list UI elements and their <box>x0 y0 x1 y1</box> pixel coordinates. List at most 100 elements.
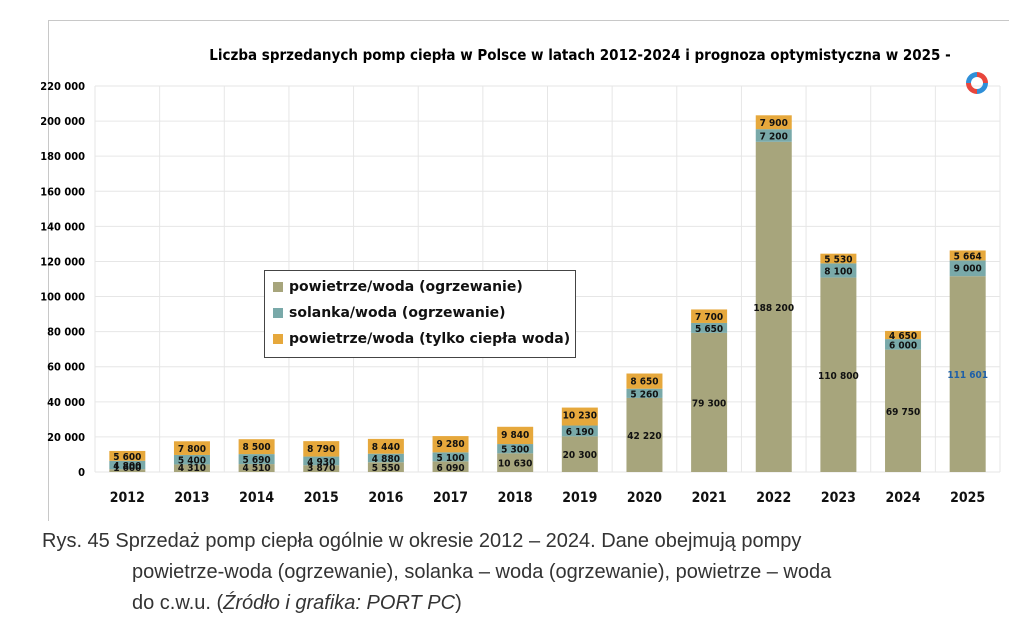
data-label: 110 800 <box>818 371 859 382</box>
bar-segment <box>820 263 857 278</box>
data-label: 7 900 <box>760 118 788 129</box>
bar-segment <box>497 426 534 445</box>
data-label: 5 550 <box>372 463 400 474</box>
data-label: 8 100 <box>824 266 852 277</box>
legend-label: powietrze/woda (tylko ciepła woda) <box>289 331 571 347</box>
stacked-bar-chart: Liczba sprzedanych pomp ciepła w Polsce … <box>40 46 1001 506</box>
x-tick-label: 2019 <box>562 490 597 506</box>
data-label: 7 700 <box>695 312 723 323</box>
y-tick-label: 160 000 <box>40 185 85 198</box>
legend-swatch <box>273 282 283 292</box>
x-tick-label: 2015 <box>304 490 339 506</box>
port-pc-logo-icon <box>966 72 988 94</box>
bar-segment <box>949 260 986 277</box>
x-tick-label: 2025 <box>950 490 985 506</box>
y-tick-label: 100 000 <box>40 291 85 304</box>
data-label: 5 690 <box>243 455 271 466</box>
bar-segment <box>561 407 598 426</box>
x-tick-label: 2022 <box>756 490 791 506</box>
caption-line-2: powietrze-woda (ogrzewanie), solanka – w… <box>132 561 832 583</box>
data-label: 8 440 <box>372 442 400 453</box>
data-label: 4 800 <box>113 461 141 472</box>
x-tick-label: 2012 <box>110 490 145 506</box>
x-tick-label: 2017 <box>433 490 468 506</box>
x-tick-label: 2014 <box>239 490 274 506</box>
y-tick-label: 80 000 <box>47 326 85 339</box>
x-tick-label: 2023 <box>821 490 856 506</box>
data-label: 8 500 <box>243 442 271 453</box>
data-label: 79 300 <box>692 398 726 409</box>
caption-text: do c.w.u. ( <box>132 592 224 614</box>
data-label: 5 100 <box>436 453 464 464</box>
data-label: 10 230 <box>563 411 597 422</box>
data-label: 9 000 <box>954 263 982 274</box>
bar-segment <box>755 141 792 472</box>
bar-segment <box>367 462 404 472</box>
caption-line-1: Rys. 45 Sprzedaż pomp ciepła ogólnie w o… <box>42 530 802 552</box>
data-label: 7 800 <box>178 444 206 455</box>
bar-segment <box>432 461 469 472</box>
bar-segment <box>691 332 728 472</box>
y-tick-label: 220 000 <box>40 80 85 93</box>
data-label: 6 090 <box>436 463 464 474</box>
bar-segment <box>238 464 275 472</box>
y-tick-label: 20 000 <box>47 431 85 444</box>
data-label: 8 650 <box>630 377 658 388</box>
data-label: 5 650 <box>695 324 723 335</box>
data-label: 1 600 <box>113 463 141 474</box>
bar-segment <box>885 339 922 350</box>
data-label: 9 280 <box>436 439 464 450</box>
bar-segment <box>561 436 598 472</box>
x-tick-label: 2013 <box>174 490 209 506</box>
bar-segment <box>820 277 857 472</box>
bar-segment <box>238 454 275 465</box>
x-tick-label: 2021 <box>692 490 727 506</box>
data-label: 4 310 <box>178 463 206 474</box>
bar-segment <box>303 441 340 457</box>
y-tick-label: 200 000 <box>40 115 85 128</box>
bar-segment <box>885 349 922 472</box>
bar-segment <box>432 436 469 453</box>
legend-item: powietrze/woda (tylko ciepła woda) <box>273 329 570 349</box>
bar-segment <box>497 453 534 472</box>
bar-segment <box>173 464 210 472</box>
legend-swatch <box>273 308 283 318</box>
bar-segment <box>885 330 922 340</box>
data-label: 188 200 <box>753 303 794 314</box>
data-label: 5 664 <box>954 251 982 262</box>
y-tick-label: 0 <box>78 466 85 479</box>
bar-segment <box>173 441 210 455</box>
data-label: 69 750 <box>886 407 920 418</box>
data-label: 111 601 <box>947 370 988 381</box>
data-label: 4 930 <box>307 457 335 468</box>
y-tick-label: 140 000 <box>40 220 85 233</box>
data-label: 6 190 <box>566 427 594 438</box>
bar-segment <box>238 439 275 455</box>
data-label: 9 840 <box>501 430 529 441</box>
y-tick-label: 120 000 <box>40 255 85 268</box>
x-tick-label: 2024 <box>886 490 921 506</box>
data-label: 4 510 <box>243 463 271 474</box>
chart-legend: powietrze/woda (ogrzewanie) solanka/woda… <box>264 270 576 358</box>
data-label: 5 260 <box>630 389 658 400</box>
x-tick-label: 2020 <box>627 490 662 506</box>
bar-segment <box>173 454 210 465</box>
data-label: 4 650 <box>889 331 917 342</box>
bar-segment <box>626 397 663 472</box>
bar-segment <box>497 444 534 454</box>
legend-item: powietrze/woda (ogrzewanie) <box>273 277 523 297</box>
data-label: 10 630 <box>498 459 532 470</box>
data-label: 5 300 <box>501 445 529 456</box>
x-tick-label: 2016 <box>368 490 403 506</box>
caption-source: Źródło i grafika: PORT PC <box>223 592 456 614</box>
chart-title: Liczba sprzedanych pomp ciepła w Polsce … <box>209 46 950 64</box>
bar-segment <box>626 373 663 389</box>
y-tick-label: 60 000 <box>47 361 85 374</box>
y-tick-label: 40 000 <box>47 396 85 409</box>
bar-segment <box>755 129 792 142</box>
data-label: 20 300 <box>563 450 597 461</box>
bar-segment <box>561 425 598 437</box>
bar-segment <box>691 322 728 333</box>
data-label: 42 220 <box>627 431 661 442</box>
bar-segment <box>367 438 404 454</box>
